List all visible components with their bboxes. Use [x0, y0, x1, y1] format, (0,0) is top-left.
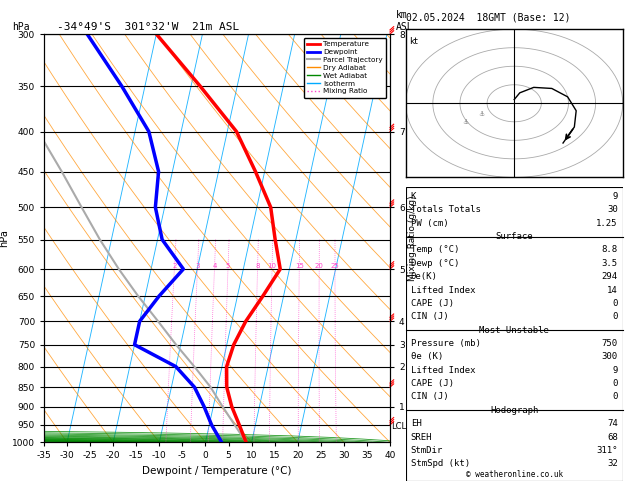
- Text: Dewp (°C): Dewp (°C): [411, 259, 459, 268]
- Text: Surface: Surface: [496, 232, 533, 241]
- Text: 25: 25: [331, 263, 340, 269]
- Y-axis label: hPa: hPa: [0, 229, 9, 247]
- Text: Hodograph: Hodograph: [490, 406, 538, 415]
- Text: kt: kt: [409, 36, 418, 46]
- Text: Lifted Index: Lifted Index: [411, 285, 476, 295]
- Text: 0: 0: [612, 299, 618, 308]
- Legend: Temperature, Dewpoint, Parcel Trajectory, Dry Adiabat, Wet Adiabat, Isotherm, Mi: Temperature, Dewpoint, Parcel Trajectory…: [304, 37, 386, 98]
- Text: -34°49'S  301°32'W  21m ASL: -34°49'S 301°32'W 21m ASL: [57, 21, 239, 32]
- Text: StmDir: StmDir: [411, 446, 443, 455]
- Text: hPa: hPa: [13, 21, 30, 32]
- Text: CIN (J): CIN (J): [411, 392, 448, 401]
- Text: 15: 15: [295, 263, 304, 269]
- Text: 30: 30: [607, 205, 618, 214]
- Text: CIN (J): CIN (J): [411, 312, 448, 321]
- Text: EH: EH: [411, 419, 421, 428]
- Text: 74: 74: [607, 419, 618, 428]
- Text: StmSpd (kt): StmSpd (kt): [411, 459, 470, 469]
- Text: ⚓: ⚓: [479, 111, 485, 118]
- Text: Most Unstable: Most Unstable: [479, 326, 549, 335]
- Text: 02.05.2024  18GMT (Base: 12): 02.05.2024 18GMT (Base: 12): [406, 12, 571, 22]
- Text: ⚓: ⚓: [462, 119, 469, 125]
- Text: 0: 0: [612, 379, 618, 388]
- Text: Lifted Index: Lifted Index: [411, 365, 476, 375]
- Text: 311°: 311°: [596, 446, 618, 455]
- Text: θe(K): θe(K): [411, 272, 438, 281]
- Text: 294: 294: [601, 272, 618, 281]
- Text: θe (K): θe (K): [411, 352, 443, 362]
- Text: 0: 0: [612, 392, 618, 401]
- Text: 2: 2: [172, 263, 177, 269]
- Text: 8.8: 8.8: [601, 245, 618, 255]
- Text: Totals Totals: Totals Totals: [411, 205, 481, 214]
- Text: 3.5: 3.5: [601, 259, 618, 268]
- Text: PW (cm): PW (cm): [411, 219, 448, 228]
- Text: 20: 20: [314, 263, 324, 269]
- Text: 9: 9: [612, 192, 618, 201]
- Y-axis label: Mixing Ratio (g/kg): Mixing Ratio (g/kg): [408, 195, 416, 281]
- Text: SREH: SREH: [411, 433, 432, 442]
- Text: 8: 8: [255, 263, 260, 269]
- Text: LCL: LCL: [391, 422, 406, 431]
- Text: Pressure (mb): Pressure (mb): [411, 339, 481, 348]
- Text: 10: 10: [267, 263, 277, 269]
- Text: CAPE (J): CAPE (J): [411, 299, 454, 308]
- Text: 300: 300: [601, 352, 618, 362]
- Text: 0: 0: [612, 312, 618, 321]
- X-axis label: Dewpoint / Temperature (°C): Dewpoint / Temperature (°C): [142, 466, 292, 476]
- Text: 14: 14: [607, 285, 618, 295]
- Text: © weatheronline.co.uk: © weatheronline.co.uk: [465, 469, 563, 479]
- Text: 1.25: 1.25: [596, 219, 618, 228]
- Text: 68: 68: [607, 433, 618, 442]
- Text: K: K: [411, 192, 416, 201]
- Text: 9: 9: [612, 365, 618, 375]
- Text: km
ASL: km ASL: [396, 10, 414, 32]
- Text: CAPE (J): CAPE (J): [411, 379, 454, 388]
- Text: 5: 5: [226, 263, 230, 269]
- Text: 750: 750: [601, 339, 618, 348]
- Text: 4: 4: [212, 263, 216, 269]
- Text: 32: 32: [607, 459, 618, 469]
- Text: Temp (°C): Temp (°C): [411, 245, 459, 255]
- Text: 3: 3: [195, 263, 200, 269]
